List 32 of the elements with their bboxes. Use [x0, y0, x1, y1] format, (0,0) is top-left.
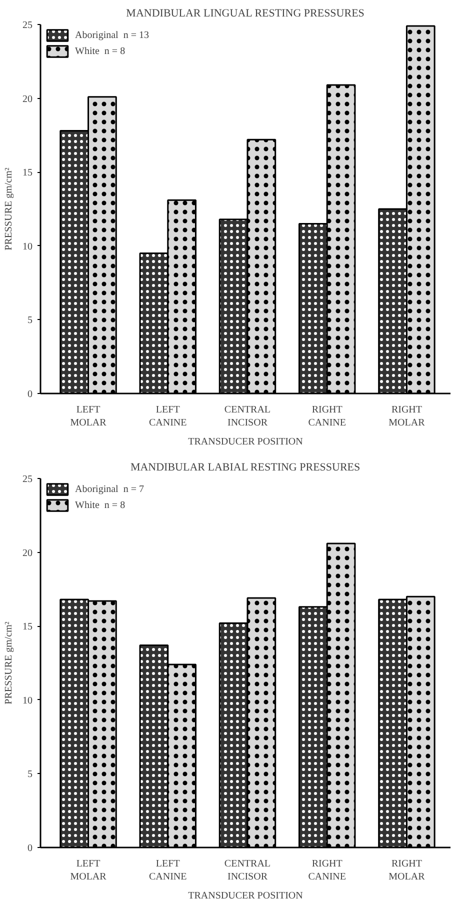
- y-tick-label: 15: [22, 622, 32, 633]
- x-tick-label: RIGHT MOLAR: [388, 858, 426, 883]
- y-tick-label: 10: [22, 695, 32, 706]
- y-tick-label: 0: [28, 389, 32, 400]
- y-tick-label: 25: [22, 20, 32, 31]
- x-tick-label: LEFT MOLAR: [70, 404, 107, 429]
- y-tick-label: 10: [22, 241, 32, 252]
- y-tick-label: 5: [28, 315, 32, 326]
- y-tick-label: 5: [28, 769, 32, 780]
- x-tick-label: LEFT MOLAR: [70, 858, 107, 883]
- legend-label: Aboriginal n = 7: [75, 484, 144, 494]
- legend-label: Aboriginal n = 13: [75, 30, 149, 40]
- x-tick-label: LEFT CANINE: [148, 858, 187, 883]
- chart-title: MANDIBULAR LABIAL RESTING PRESSURES: [130, 462, 360, 474]
- x-tick-label: RIGHT MOLAR: [388, 404, 426, 429]
- x-tick-label: CENTRAL INCISOR: [224, 404, 271, 429]
- x-tick-label: RIGHT CANINE: [308, 858, 346, 883]
- x-axis-title: TRANSDUCER POSITION: [188, 890, 303, 902]
- x-tick-label: RIGHT CANINE: [308, 404, 346, 429]
- y-tick-label: 15: [22, 168, 32, 179]
- legend-label: White n = 8: [75, 500, 126, 510]
- legend-label: White n = 8: [75, 46, 126, 56]
- x-tick-label: LEFT CANINE: [148, 404, 187, 429]
- chart-title: MANDIBULAR LINGUAL RESTING PRESSURES: [126, 8, 364, 20]
- y-axis-title: PRESSURE gm/cm²: [4, 168, 14, 250]
- x-axis-title: TRANSDUCER POSITION: [188, 436, 303, 448]
- y-tick-label: 25: [22, 474, 32, 485]
- y-tick-label: 20: [22, 94, 32, 105]
- y-tick-label: 20: [22, 548, 32, 559]
- y-tick-label: 0: [28, 843, 32, 854]
- y-axis-title: PRESSURE gm/cm²: [4, 622, 14, 704]
- x-tick-label: CENTRAL INCISOR: [224, 858, 271, 883]
